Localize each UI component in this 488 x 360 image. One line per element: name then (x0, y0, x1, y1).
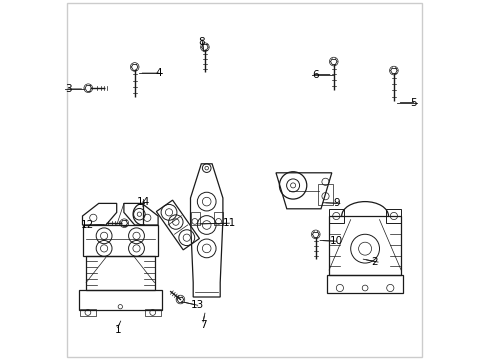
Bar (80, 309, 96, 316)
Text: 11: 11 (223, 218, 236, 228)
Bar (79, 290, 162, 310)
Bar (328, 216, 400, 275)
Text: 7: 7 (200, 320, 206, 330)
Bar (86, 256, 154, 290)
Text: 4: 4 (155, 68, 162, 78)
Bar (385, 209, 400, 223)
Bar (326, 275, 402, 293)
Text: 1: 1 (114, 325, 121, 336)
Text: 5: 5 (409, 98, 416, 108)
Bar (328, 209, 344, 223)
Text: 14: 14 (136, 197, 149, 207)
Bar (144, 309, 160, 316)
Text: 2: 2 (371, 257, 377, 267)
Text: 13: 13 (191, 300, 204, 310)
Bar (82, 225, 158, 256)
Text: 6: 6 (311, 69, 318, 80)
Text: 3: 3 (65, 84, 72, 94)
Bar (213, 212, 223, 225)
Text: 8: 8 (198, 37, 205, 48)
Bar (318, 184, 332, 205)
Bar (190, 212, 199, 225)
Text: 12: 12 (81, 220, 94, 230)
Text: 10: 10 (329, 236, 343, 246)
Text: 9: 9 (333, 198, 339, 208)
